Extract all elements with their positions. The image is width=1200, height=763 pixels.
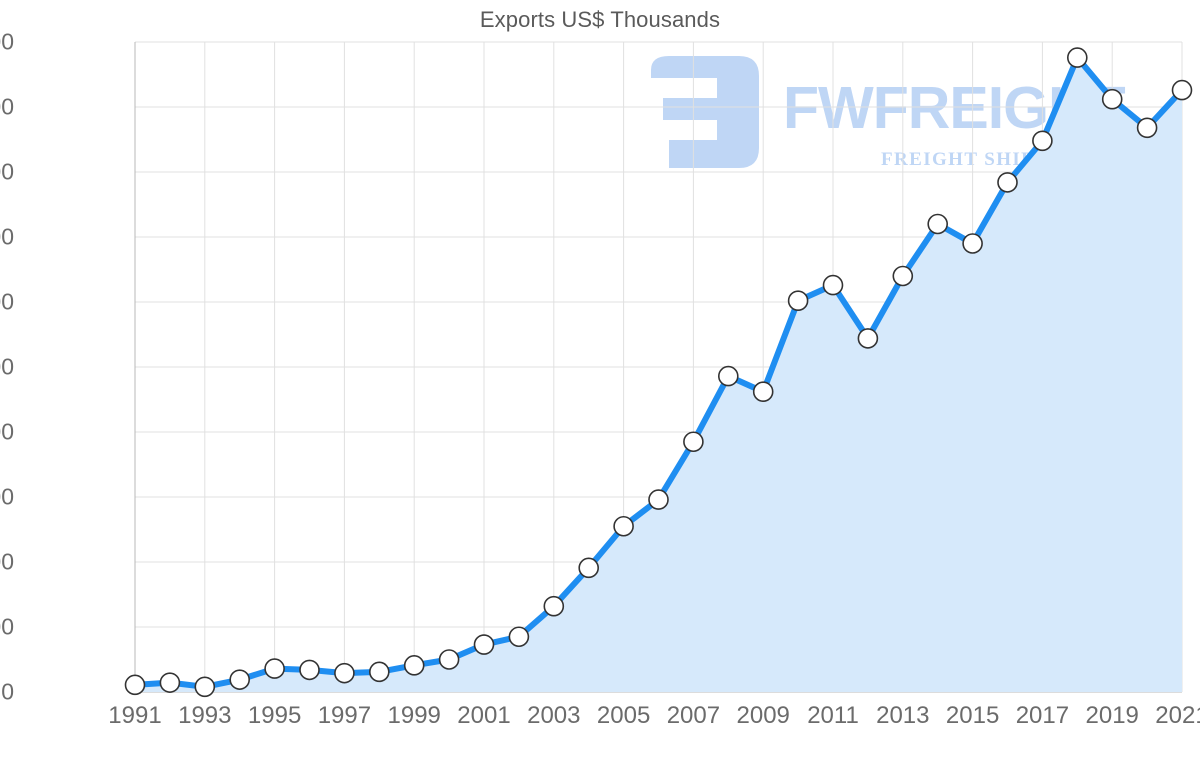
x-axis-tick-label: 2007 xyxy=(666,702,721,729)
x-axis-tick-label: 2017 xyxy=(1015,702,1070,729)
y-axis-tick-label: 3 000 000 xyxy=(0,288,14,315)
data-point-marker xyxy=(403,655,425,676)
x-axis-tick-label: 2011 xyxy=(807,702,859,729)
data-point-marker xyxy=(892,265,914,287)
x-axis-tick-label: 1993 xyxy=(178,702,232,729)
data-point-marker xyxy=(1171,79,1193,101)
series-layer xyxy=(124,47,1193,698)
data-point-marker xyxy=(159,672,181,693)
data-point-marker xyxy=(438,649,460,670)
series-area-fill xyxy=(135,57,1182,693)
data-point-marker xyxy=(997,172,1018,193)
y-axis-tick-label: 0 xyxy=(1,678,14,705)
x-axis-tick-label: 1991 xyxy=(108,702,162,729)
data-point-marker xyxy=(717,365,739,387)
y-axis-tick-label: 5 000 000 xyxy=(0,28,14,55)
x-axis-tick-label: 2001 xyxy=(457,702,511,729)
data-point-marker xyxy=(857,328,879,349)
chart-title: Exports US$ Thousands xyxy=(479,7,721,32)
plot-area xyxy=(124,41,1193,698)
data-point-marker xyxy=(787,290,809,312)
y-axis-tick-label: 4 000 000 xyxy=(0,158,14,185)
data-point-marker xyxy=(1101,88,1123,110)
y-axis-tick-label: 500 000 xyxy=(0,613,14,640)
data-point-marker xyxy=(543,595,565,617)
x-axis-tick-label: 2005 xyxy=(596,702,651,729)
data-point-marker xyxy=(299,659,320,681)
data-point-marker xyxy=(962,233,983,254)
x-axis-tick-label: 1997 xyxy=(317,702,372,729)
data-point-marker xyxy=(1066,47,1088,68)
x-axis-tick-label: 1995 xyxy=(247,702,302,729)
x-axis-tick-label: 2003 xyxy=(527,702,581,729)
data-point-marker xyxy=(264,658,285,679)
data-point-marker xyxy=(752,381,774,403)
x-axis-tick-label: 2021 xyxy=(1155,702,1200,729)
data-point-marker xyxy=(578,557,600,579)
y-axis-tick-label: 4 500 000 xyxy=(0,93,14,120)
data-point-marker xyxy=(369,661,390,683)
data-point-marker xyxy=(1136,117,1158,139)
data-point-marker xyxy=(473,634,495,655)
x-axis-tick-label: 2013 xyxy=(876,702,930,729)
data-point-marker xyxy=(124,674,146,696)
data-point-marker xyxy=(194,676,216,698)
y-axis-tick-label: 2 000 000 xyxy=(0,418,14,445)
y-axis-tick-label: 1 500 000 xyxy=(0,483,14,510)
data-point-marker xyxy=(648,489,669,510)
data-point-marker xyxy=(334,662,355,684)
x-axis-tick-label: 2015 xyxy=(945,702,1000,729)
data-point-marker xyxy=(229,669,250,690)
data-point-marker xyxy=(1032,130,1053,152)
x-axis-tick-label: 2009 xyxy=(736,702,790,729)
data-point-marker xyxy=(508,626,530,648)
data-point-marker xyxy=(613,515,634,537)
data-point-marker xyxy=(927,213,949,235)
x-axis-tick-label: 2019 xyxy=(1085,702,1139,729)
data-point-marker xyxy=(822,274,844,296)
data-point-marker xyxy=(683,431,704,453)
y-axis-tick-label: 2 500 000 xyxy=(0,353,14,380)
y-axis-tick-label: 1 000 000 xyxy=(0,548,14,575)
y-axis-tick-label: 3 500 000 xyxy=(0,223,14,250)
x-axis-tick-label: 1999 xyxy=(387,702,441,729)
